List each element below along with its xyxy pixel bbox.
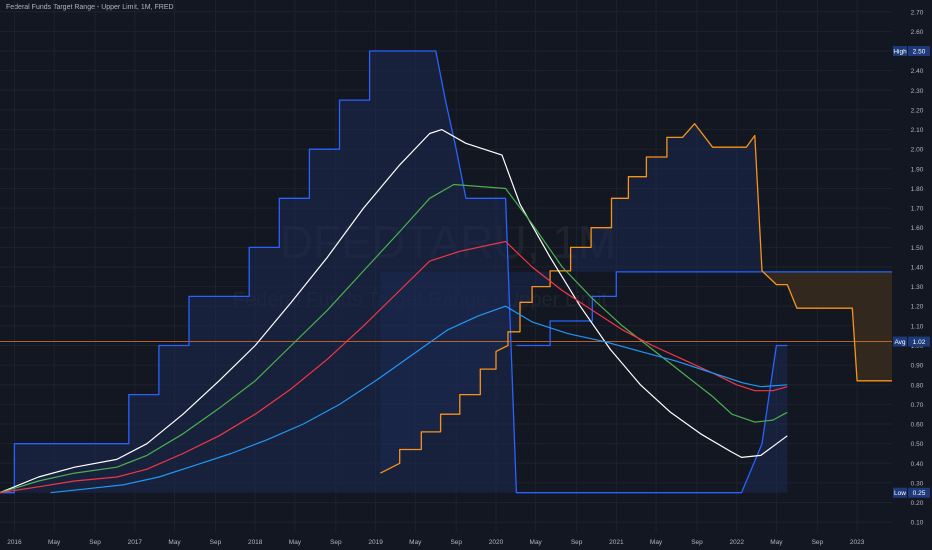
high-value: 2.50: [913, 49, 926, 56]
x-tick-label: 2018: [248, 539, 263, 546]
x-tick-label: May: [168, 539, 181, 546]
y-tick-label: 1.70: [911, 206, 924, 213]
x-tick-label: 2022: [729, 539, 744, 546]
y-tick-label: 2.70: [911, 9, 924, 16]
x-tick-label: May: [650, 539, 663, 546]
x-tick-label: Sep: [210, 539, 222, 546]
x-tick-label: Sep: [812, 539, 824, 546]
y-tick-label: 2.00: [911, 147, 924, 154]
y-tick-label: 1.50: [911, 245, 924, 252]
series-line-rate: [0, 50, 788, 494]
y-tick-label: 2.30: [911, 88, 924, 95]
avg-value: 1.02: [913, 339, 926, 346]
y-tick-label: 2.20: [911, 107, 924, 114]
low-label: Low: [894, 490, 906, 497]
x-tick-label: Sep: [330, 539, 342, 546]
y-tick-label: 0.70: [911, 402, 924, 409]
avg-value-bg: [908, 336, 930, 347]
avg-label-bg: [893, 336, 907, 347]
y-tick-label: 0.80: [911, 382, 924, 389]
y-tick-label: 1.60: [911, 225, 924, 232]
yoy-fill-lower: [762, 270, 892, 381]
rate-fill: [0, 51, 788, 493]
low-label-bg: [893, 487, 907, 498]
x-tick-label: May: [770, 539, 783, 546]
series-line-ma_red: [0, 240, 788, 494]
x-tick-label: 2020: [489, 539, 504, 546]
x-tick-label: 2016: [7, 539, 22, 546]
y-tick-label: 0.50: [911, 441, 924, 448]
price-tags: High 2.50 Avg 1.02 Low 0.25: [893, 46, 930, 498]
y-tick-label: 0.30: [911, 480, 924, 487]
comparison-level-line: [516, 271, 892, 347]
y-tick-label: 1.20: [911, 304, 924, 311]
y-tick-label: 2.40: [911, 68, 924, 75]
series-lines: [0, 50, 892, 494]
series-line-ma_white: [0, 129, 788, 494]
x-tick-label: Sep: [450, 539, 462, 546]
x-tick-label: Sep: [89, 539, 101, 546]
low-value-bg: [908, 487, 930, 498]
avg-label: Avg: [894, 339, 905, 346]
y-axis[interactable]: 0.100.200.300.400.500.600.700.800.901.00…: [911, 9, 924, 526]
yoy-fill-upper: [380, 123, 892, 474]
y-tick-label: 1.40: [911, 264, 924, 271]
y-tick-label: 0.10: [911, 520, 924, 527]
x-tick-label: 2017: [128, 539, 143, 546]
x-tick-label: Sep: [571, 539, 583, 546]
series-line-ma_green: [0, 183, 788, 494]
high-label-bg: [893, 46, 907, 57]
high-value-bg: [908, 46, 930, 57]
y-tick-label: 0.20: [911, 500, 924, 507]
x-tick-label: 2021: [609, 539, 624, 546]
x-tick-label: Sep: [691, 539, 703, 546]
y-tick-label: 2.10: [911, 127, 924, 134]
x-axis[interactable]: 2016 May Sep 2017 May Sep 2018 May Sep 2019 May Sep…: [7, 539, 864, 546]
high-label: High: [893, 49, 907, 56]
x-tick-label: May: [409, 539, 422, 546]
y-tick-label: 1.80: [911, 186, 924, 193]
y-tick-label: 1.90: [911, 166, 924, 173]
y-tick-label: 2.60: [911, 29, 924, 36]
chart-title: Federal Funds Target Range - Upper Limit…: [6, 4, 174, 11]
y-tick-label: 0.90: [911, 363, 924, 370]
low-value: 0.25: [913, 490, 926, 497]
x-tick-label: May: [48, 539, 61, 546]
x-tick-label: May: [530, 539, 543, 546]
y-tick-label: 1.10: [911, 323, 924, 330]
y-tick-label: 0.60: [911, 422, 924, 429]
x-tick-label: May: [289, 539, 302, 546]
series-line-yoy: [380, 123, 892, 474]
series-line-ma_blue: [50, 305, 788, 494]
x-tick-label: 2019: [368, 539, 383, 546]
x-tick-label: 2023: [850, 539, 865, 546]
fill-areas: [0, 51, 892, 493]
y-tick-label: 1.30: [911, 284, 924, 291]
y-tick-label: 0.40: [911, 461, 924, 468]
